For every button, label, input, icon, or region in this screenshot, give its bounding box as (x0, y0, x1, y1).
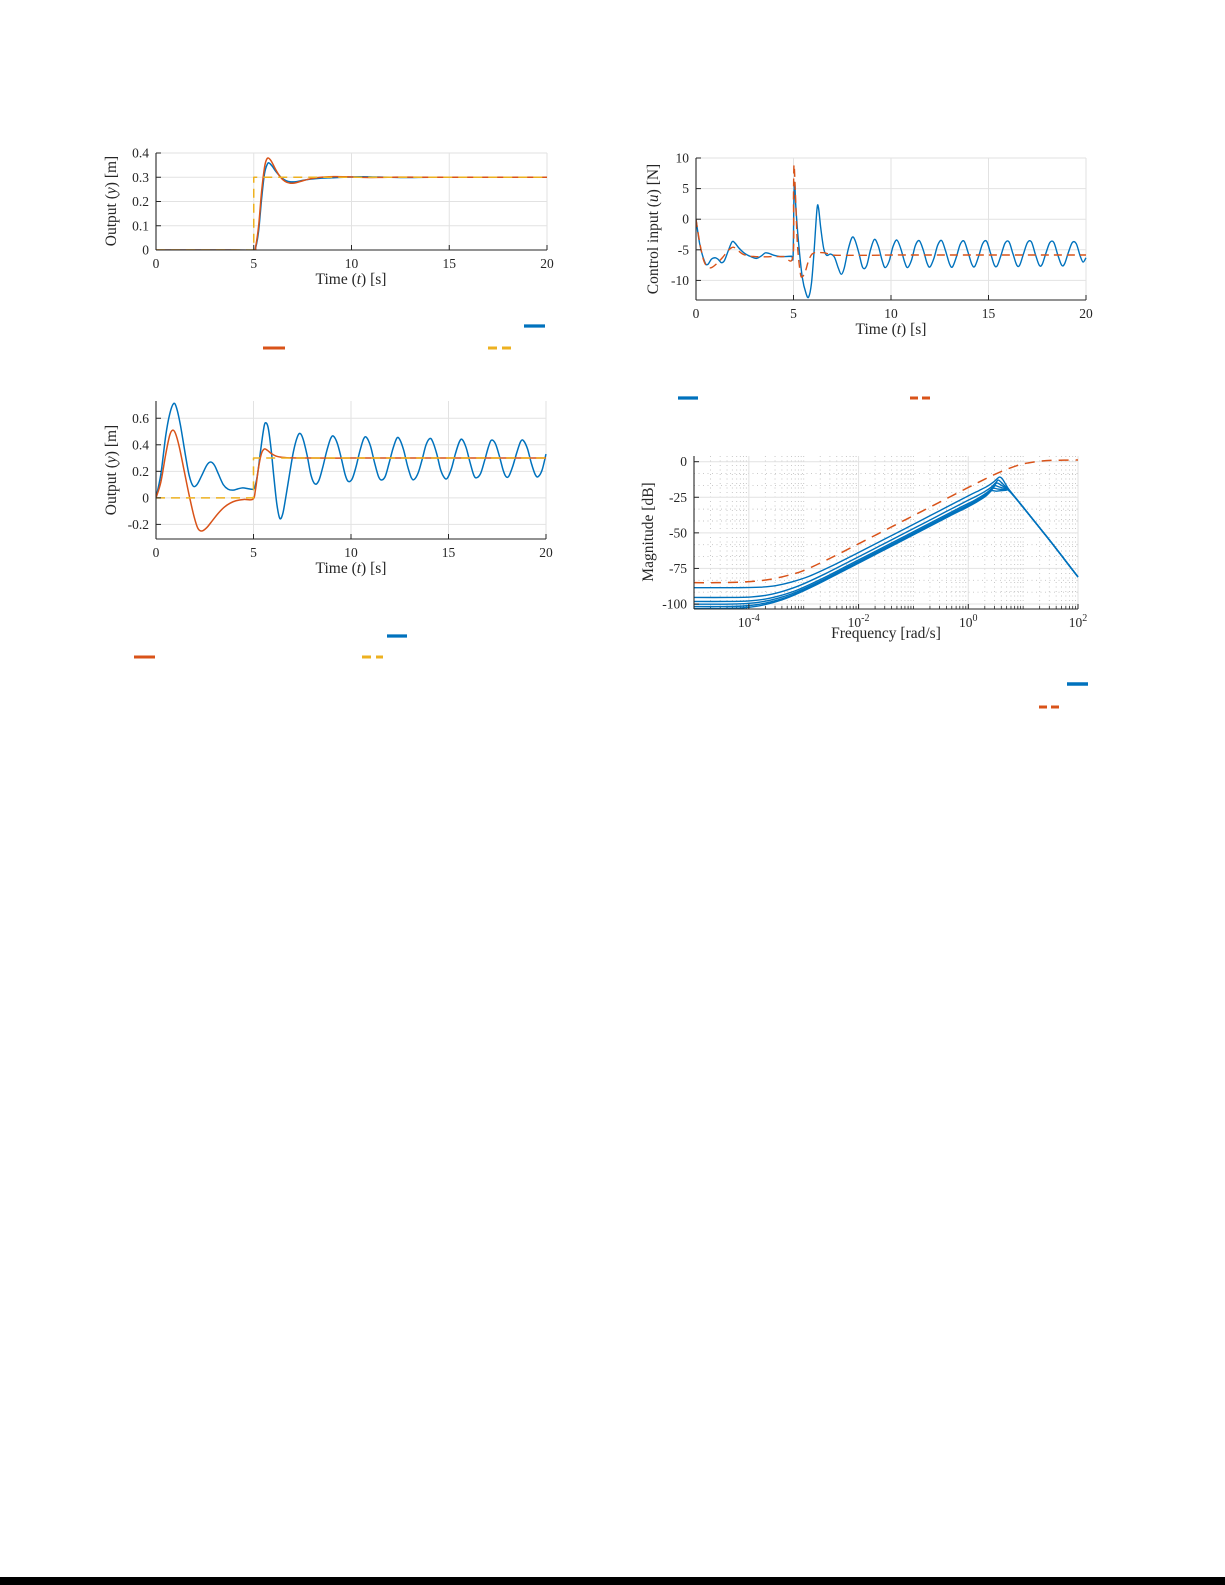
y-tick-label: 0 (142, 490, 149, 505)
series-magnitude-6 (694, 489, 1079, 609)
x-tick-label: 15 (443, 256, 457, 271)
x-tick-label: 10 (345, 256, 359, 271)
axes (695, 157, 1087, 301)
x-tick-label: 20 (540, 256, 554, 271)
x-tick-label: 5 (790, 306, 797, 321)
x-tick-label: 0 (153, 545, 160, 560)
y-axis-label: Output (y) [m] (103, 425, 120, 515)
series-lines (694, 459, 1079, 609)
y-tick-label: -75 (669, 561, 687, 576)
series-lines (156, 157, 547, 250)
x-tick-label: 20 (539, 545, 553, 560)
plot-bode-magnitude: 10-4 10-2 100 102 -100 -75 -50 -25 0 Frequency [r… (640, 454, 1088, 642)
x-tick-label: 15 (982, 306, 996, 321)
y-tick-label: 0 (680, 454, 687, 469)
x-tick-label: 5 (250, 545, 257, 560)
grid-lines (694, 456, 1079, 609)
x-tick-label: 20 (1079, 306, 1093, 321)
series-reference-step (156, 457, 546, 499)
y-tick-label: 10 (676, 151, 690, 166)
y-tick-label: 0.1 (132, 218, 149, 233)
x-tick-label: 0 (693, 306, 700, 321)
y-tick-label: -25 (669, 490, 687, 505)
x-axis-label: Time (t) [s] (316, 271, 387, 288)
y-tick-label: 0.2 (132, 194, 149, 209)
plot-output-step: 0 5 10 15 20 0 0.1 0.2 0.3 0.4 Time (t) [s] Output … (103, 146, 554, 289)
x-tick-label: 10 (884, 306, 898, 321)
series-lines (696, 164, 1087, 299)
grid-lines (696, 157, 1087, 300)
x-tick-label: 0 (153, 256, 160, 271)
y-tick-label: 5 (682, 181, 689, 196)
x-axis-label: Time (t) [s] (316, 560, 387, 577)
x-tick-label: 5 (250, 256, 257, 271)
y-tick-label: 0.2 (132, 464, 149, 479)
series-response-blue (156, 402, 547, 520)
series-control-blue (696, 181, 1087, 299)
series-lines (156, 402, 547, 532)
x-tick-label: 100 (959, 613, 978, 630)
y-tick-label: 0.6 (132, 411, 149, 426)
y-tick-label: 0 (142, 243, 149, 258)
y-tick-label: 0.4 (132, 146, 149, 161)
axes (693, 456, 1079, 610)
footer-bar (0, 1577, 1225, 1585)
series-control-red (696, 164, 1086, 278)
series-reference-step (156, 176, 547, 250)
y-axis-label: Output (y) [m] (103, 156, 120, 246)
plot-output-oscillatory: 0 5 10 15 20 -0.2 0 0.2 0.4 0.6 Time (t) [s] Output… (103, 401, 553, 577)
y-axis-label: Control input (u) [N] (645, 164, 662, 294)
x-tick-label: 15 (442, 545, 456, 560)
x-axis-label: Frequency [rad/s] (831, 625, 941, 642)
y-axis-label: Magnitude [dB] (640, 482, 657, 581)
y-tick-label: 0.3 (132, 170, 149, 185)
axes (155, 152, 548, 251)
y-tick-label: -100 (662, 597, 687, 612)
y-tick-label: -0.2 (128, 517, 149, 532)
x-axis-label: Time (t) [s] (856, 321, 927, 338)
x-tick-label: 10 (344, 545, 358, 560)
y-tick-label: -10 (671, 273, 689, 288)
x-tick-label: 102 (1069, 613, 1088, 630)
x-tick-label: 10-4 (738, 613, 760, 630)
y-tick-label: 0 (682, 212, 689, 227)
x-tick-label: 10-2 (848, 613, 870, 630)
y-tick-label: 0.4 (132, 437, 149, 452)
y-tick-label: -5 (678, 242, 689, 257)
y-tick-label: -50 (669, 525, 687, 540)
grid-lines (156, 152, 548, 250)
axes (155, 401, 547, 540)
